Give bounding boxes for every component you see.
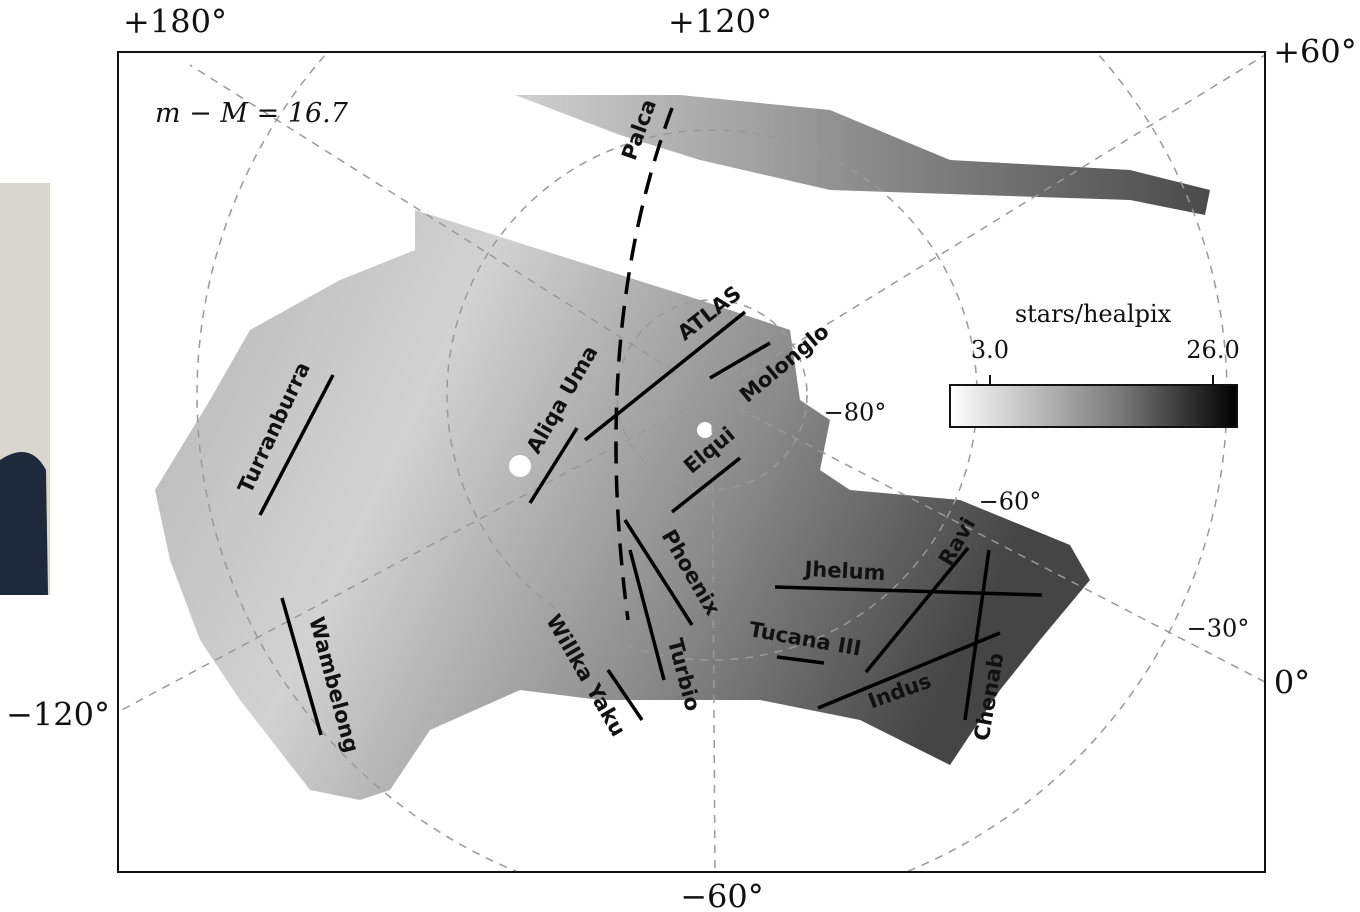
coordinate-label: 0° — [1274, 664, 1310, 702]
stream-label: Jhelum — [802, 557, 886, 585]
colorbar-label: stars/healpix — [1015, 300, 1172, 328]
coordinate-label: −60° — [680, 878, 764, 912]
coordinate-label: −120° — [6, 696, 110, 734]
colorbar-tick-label: 3.0 — [971, 336, 1009, 364]
coordinate-label: −60° — [979, 488, 1042, 516]
coordinate-label: +60° — [1273, 33, 1357, 71]
photo — [0, 183, 50, 595]
distance-modulus: m − M = 16.7 — [155, 98, 349, 129]
colorbar-tick-label: 26.0 — [1186, 336, 1239, 364]
coordinate-label: −80° — [824, 399, 887, 427]
coordinate-label: −30° — [1187, 615, 1250, 643]
coordinate-label: +180° — [123, 3, 227, 41]
figure: m − M = 16.7 stars/healpix +180° +120° +60… — [0, 0, 1360, 912]
colorbar — [950, 385, 1237, 427]
coordinate-label: +120° — [668, 3, 772, 41]
